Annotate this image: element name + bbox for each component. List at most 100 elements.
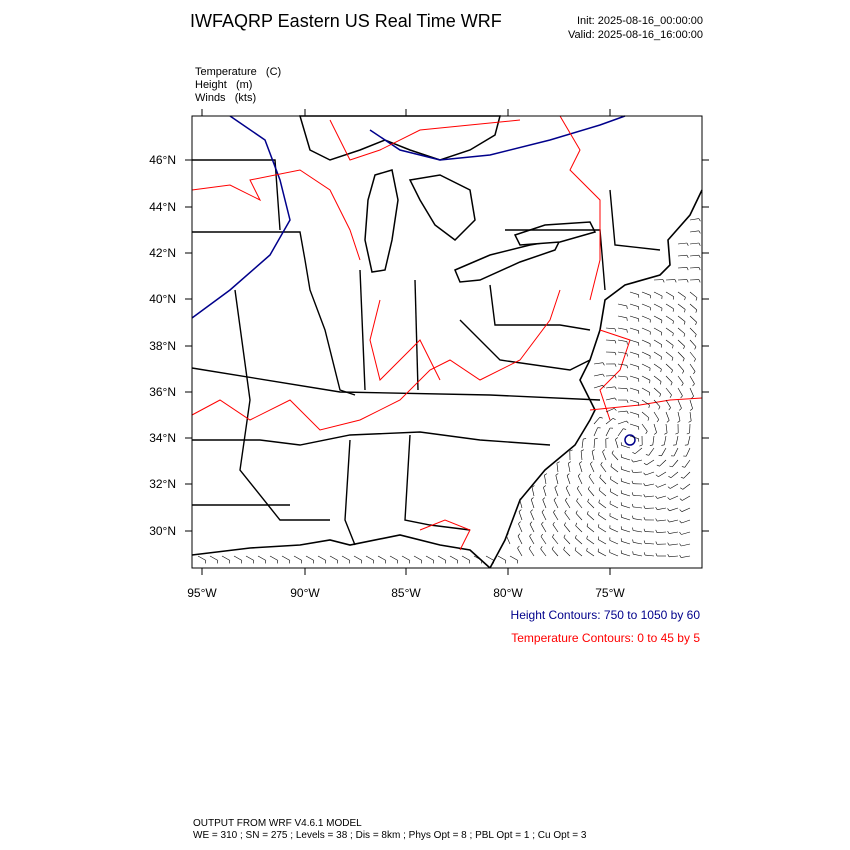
- wind-barb: [691, 395, 694, 399]
- wind-barb: [529, 536, 535, 545]
- wind-barb: [576, 485, 580, 489]
- wind-barb: [531, 487, 535, 497]
- wind-barb: [644, 543, 655, 545]
- wind-barb: [517, 545, 520, 549]
- wind-barb: [677, 242, 687, 245]
- wind-barb: [621, 493, 631, 497]
- wind-barbs: [197, 218, 701, 564]
- wind-barb: [660, 356, 662, 360]
- wind-barb: [672, 320, 674, 324]
- wind-barb: [653, 411, 660, 420]
- wind-barb: [668, 555, 679, 558]
- wind-barb: [621, 457, 631, 461]
- wind-barb: [599, 474, 602, 478]
- wind-barb: [672, 296, 674, 300]
- wind-barb: [633, 459, 643, 463]
- wind-barb: [569, 449, 573, 452]
- wind-barb: [518, 523, 523, 533]
- wind-barb: [530, 509, 533, 512]
- wind-barb: [686, 242, 689, 246]
- wind-barb: [643, 505, 646, 509]
- wind-barb: [614, 397, 617, 401]
- valid-time: Valid: 2025-08-16_16:00:00: [568, 29, 703, 41]
- lake-huron: [408, 174, 476, 241]
- wind-barb: [667, 519, 670, 523]
- wind-barb: [681, 555, 691, 558]
- wind-barb: [695, 321, 697, 326]
- wind-barb: [197, 555, 206, 561]
- wind-barb: [621, 529, 631, 533]
- wind-barb: [667, 542, 670, 546]
- wind-barb: [629, 399, 639, 403]
- height-contours: [191, 115, 636, 446]
- wind-barb: [617, 428, 624, 437]
- wind-barb: [698, 279, 701, 283]
- wind-barb: [576, 488, 583, 497]
- wind-barb: [677, 375, 684, 384]
- wind-barb: [657, 507, 667, 510]
- wind-barb: [609, 515, 619, 521]
- wind-barb: [529, 523, 535, 533]
- wind-barb: [629, 351, 639, 355]
- wind-barb: [675, 432, 679, 435]
- wind-barb: [695, 309, 698, 313]
- wind-barb: [602, 362, 605, 366]
- field-label: Temperature (C): [195, 66, 281, 78]
- wind-barb: [665, 363, 673, 371]
- wind-barb: [485, 555, 494, 561]
- wind-barb: [365, 555, 374, 561]
- wind-barb: [600, 462, 603, 465]
- wind-barb: [683, 345, 685, 350]
- wind-barb: [614, 363, 617, 367]
- wind-barb: [681, 543, 691, 547]
- wind-barb: [670, 471, 679, 478]
- wind-barb: [689, 351, 696, 360]
- wind-barb: [662, 279, 665, 283]
- wind-barb: [629, 315, 639, 319]
- wind-barb: [680, 487, 683, 490]
- wind-barb: [575, 537, 583, 545]
- wind-barb: [653, 399, 661, 407]
- wind-barb: [611, 450, 614, 454]
- wind-barb: [626, 376, 628, 380]
- wind-barb: [655, 484, 658, 488]
- wind-barb: [626, 341, 628, 345]
- wind-barb: [631, 469, 634, 473]
- wind-barb: [614, 328, 617, 332]
- wind-barb: [655, 506, 658, 510]
- wind-barb: [593, 385, 603, 389]
- wind-barb: [518, 521, 521, 524]
- wind-barb: [626, 353, 628, 357]
- wind-barb: [633, 506, 643, 509]
- wind-barb: [655, 495, 658, 499]
- wind-barb: [660, 369, 662, 373]
- wind-barb: [681, 507, 691, 512]
- wind-barb: [641, 291, 651, 296]
- wind-barb: [658, 406, 661, 410]
- wind-barb: [449, 555, 458, 561]
- lon-label: 95°W: [187, 586, 217, 600]
- wind-barb: [653, 423, 657, 433]
- lat-label: 38°N: [149, 339, 176, 353]
- wind-barb: [518, 509, 522, 512]
- wind-barb: [609, 540, 619, 545]
- wind-barb: [565, 485, 569, 489]
- wind-barb: [590, 461, 593, 465]
- wind-barb: [626, 365, 628, 369]
- field-label: Winds (kts): [195, 92, 256, 104]
- wind-barb: [647, 417, 650, 421]
- wind-barb: [575, 513, 583, 521]
- wind-barb: [632, 527, 634, 531]
- wind-barb: [593, 427, 598, 437]
- wind-barb: [529, 521, 533, 525]
- wind-barb: [609, 528, 619, 533]
- wind-barb: [698, 230, 701, 234]
- wind-barb: [611, 453, 619, 461]
- wind-barb: [590, 463, 595, 473]
- wind-barb: [679, 543, 682, 547]
- wind-barb: [634, 447, 643, 454]
- wind-barb: [684, 459, 691, 468]
- wind-barb: [209, 555, 218, 561]
- wind-barb: [583, 438, 587, 440]
